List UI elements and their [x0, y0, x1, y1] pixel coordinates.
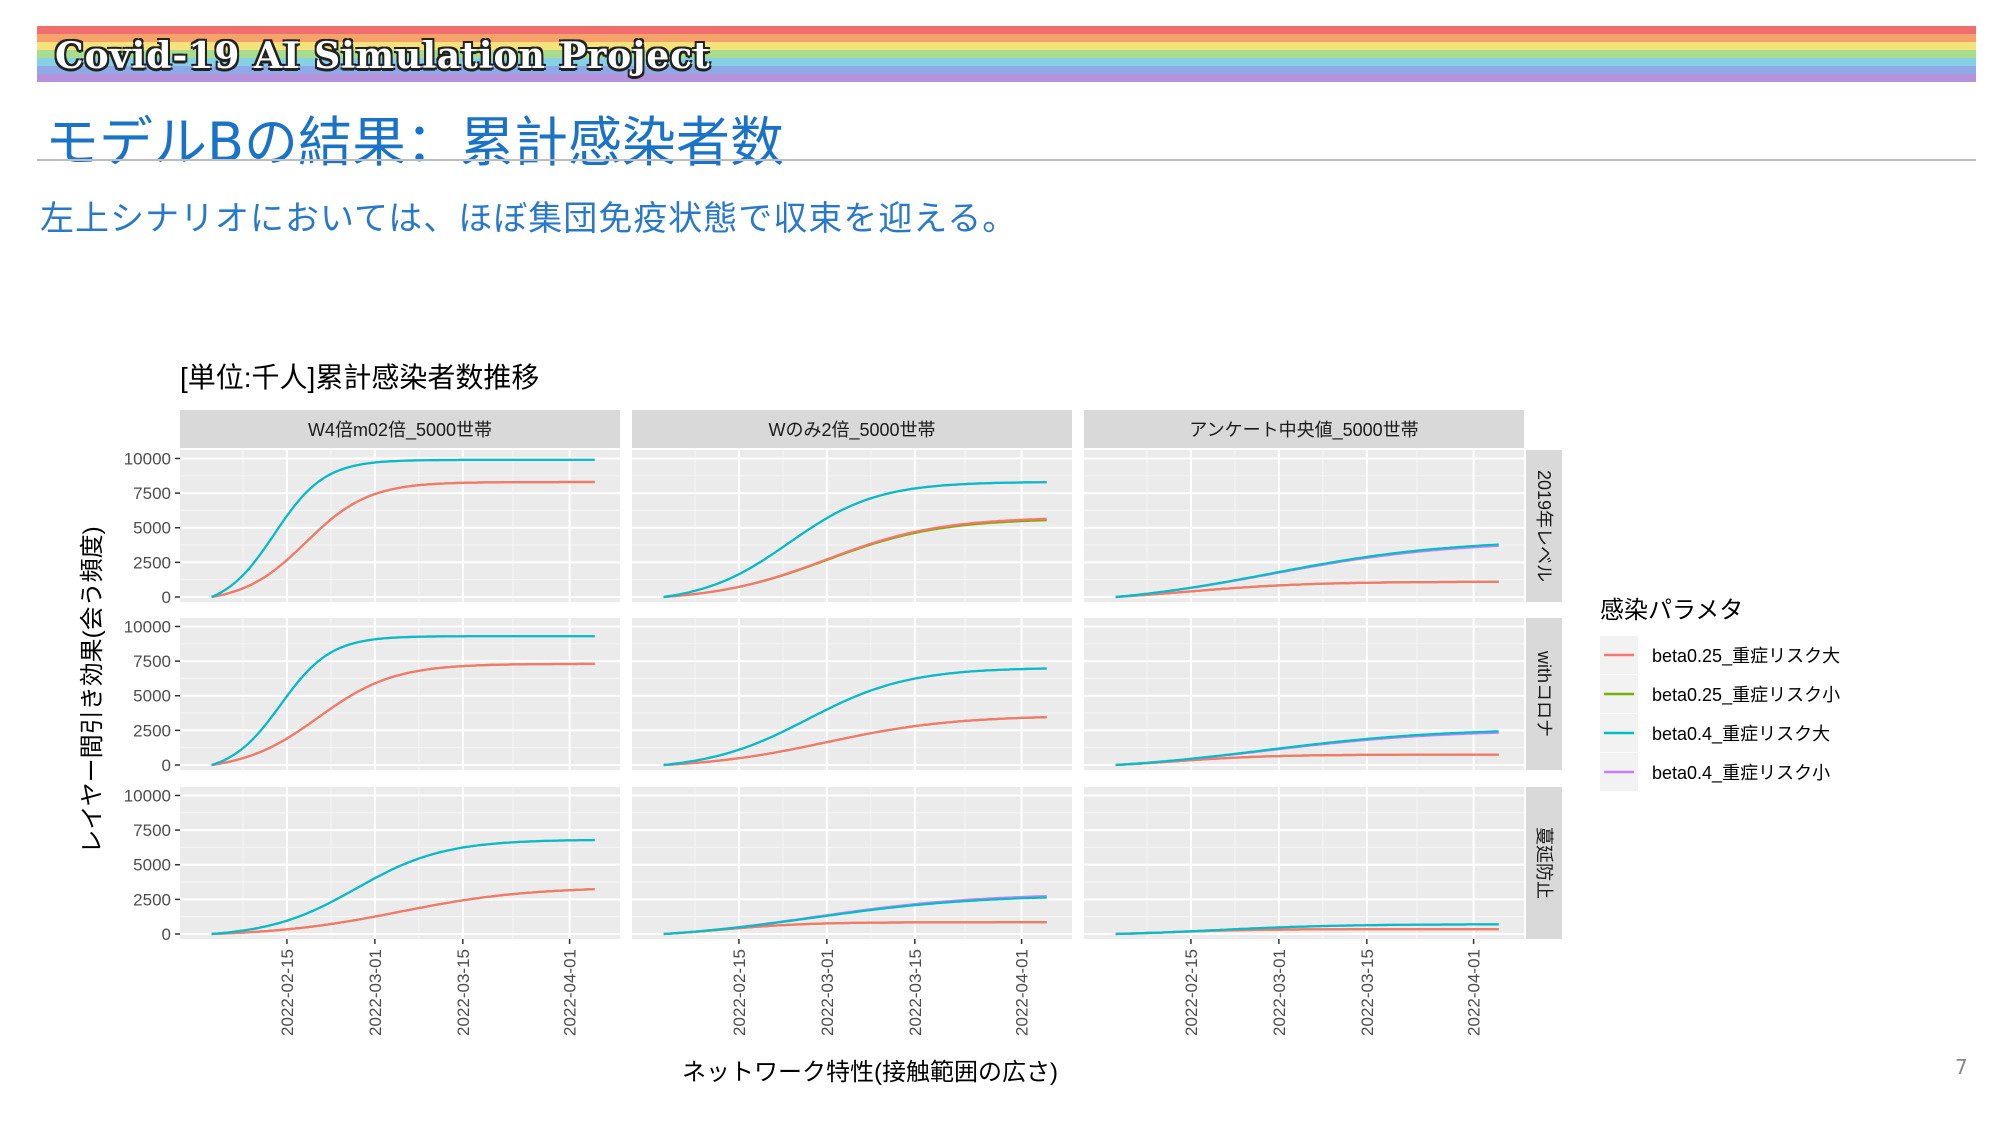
title-divider: [37, 159, 1976, 161]
rainbow-stripe: [37, 66, 1976, 74]
rainbow-stripe: [37, 26, 1976, 34]
y-tick-label: 7500: [133, 821, 171, 840]
y-tick-label: 0: [162, 756, 171, 775]
x-tick-label: 2022-04-01: [561, 949, 580, 1036]
series-line: [211, 458, 595, 599]
series-line: [211, 635, 595, 767]
chart-title: [単位:千人]累計感染者数推移: [180, 362, 539, 393]
project-brand-logo: Covid-19 AI Simulation Project: [55, 35, 711, 77]
series-line: [663, 716, 1047, 767]
rainbow-stripe: [37, 34, 1976, 42]
y-tick-label: 2500: [133, 721, 171, 740]
legend-title: 感染パラメタ: [1600, 597, 1743, 624]
series-line: [211, 662, 595, 767]
rainbow-stripe: [37, 42, 1976, 50]
row-strip-label: 蔓延防止: [1534, 827, 1554, 899]
row-strip-label: withコロナ: [1534, 650, 1554, 737]
column-strip-label: Wのみ2倍_5000世帯: [768, 420, 935, 441]
y-tick-label: 5000: [133, 856, 171, 875]
series-line: [663, 667, 1047, 767]
y-tick-label: 0: [162, 588, 171, 607]
series-line: [663, 517, 1047, 599]
y-tick-label: 2500: [133, 553, 171, 572]
legend-label: beta0.4_重症リスク小: [1652, 763, 1830, 784]
row-strip: [1526, 450, 1562, 602]
x-tick-label: 2022-04-01: [1465, 949, 1484, 1036]
column-strip-label: アンケート中央値_5000世帯: [1189, 420, 1418, 441]
y-tick-label: 7500: [133, 652, 171, 671]
row-strip: [1526, 618, 1562, 770]
series-line: [1115, 923, 1499, 936]
x-tick-label: 2022-03-15: [454, 949, 473, 1036]
y-tick-label: 5000: [133, 519, 171, 538]
series-line: [1115, 580, 1499, 599]
legend-label: beta0.25_重症リスク大: [1652, 646, 1840, 667]
x-tick-label: 2022-02-15: [278, 949, 297, 1036]
x-axis-title: ネットワーク特性(接触範囲の広さ): [682, 1059, 1058, 1086]
series-line: [1115, 543, 1499, 599]
x-tick-label: 2022-04-01: [1013, 949, 1032, 1036]
y-tick-label: 10000: [124, 449, 171, 468]
x-tick-label: 2022-03-01: [818, 949, 837, 1036]
series-line: [663, 481, 1047, 599]
rainbow-stripe: [37, 74, 1976, 82]
y-tick-label: 0: [162, 925, 171, 944]
legend-label: beta0.25_重症リスク小: [1652, 685, 1840, 706]
x-tick-label: 2022-03-01: [1270, 949, 1289, 1036]
y-tick-label: 10000: [124, 617, 171, 636]
row-strip-label: 2019年レベル: [1534, 470, 1554, 582]
y-tick-label: 2500: [133, 890, 171, 909]
slide-title: モデルBの結果：累計感染者数: [45, 111, 785, 174]
x-tick-label: 2022-03-15: [906, 949, 925, 1036]
slide-subtitle: 左上シナリオにおいては、ほぼ集団免疫状態で収束を迎える。: [40, 199, 1018, 239]
rainbow-stripe: [37, 58, 1976, 66]
series-line: [211, 838, 595, 936]
series-line: [211, 480, 595, 599]
column-strip: [632, 410, 1072, 448]
row-strip: [1526, 787, 1562, 939]
y-tick-label: 10000: [124, 786, 171, 805]
x-tick-label: 2022-02-15: [1182, 949, 1201, 1036]
x-tick-label: 2022-02-15: [730, 949, 749, 1036]
y-axis-title: レイヤー間引き効果(会う頻度): [79, 526, 106, 853]
legend-label: beta0.4_重症リスク大: [1652, 724, 1830, 745]
series-line: [663, 896, 1047, 936]
column-strip-label: W4倍m02倍_5000世帯: [308, 420, 492, 441]
series-line: [211, 888, 595, 936]
column-strip: [1084, 410, 1524, 448]
y-tick-label: 7500: [133, 484, 171, 503]
column-strip: [180, 410, 620, 448]
x-tick-label: 2022-03-01: [366, 949, 385, 1036]
y-tick-label: 5000: [133, 687, 171, 706]
rainbow-header-band: [37, 26, 1976, 90]
page-number: 7: [1955, 1055, 1968, 1079]
rainbow-stripe: [37, 50, 1976, 58]
series-line: [1115, 730, 1499, 767]
x-tick-label: 2022-03-15: [1358, 949, 1377, 1036]
